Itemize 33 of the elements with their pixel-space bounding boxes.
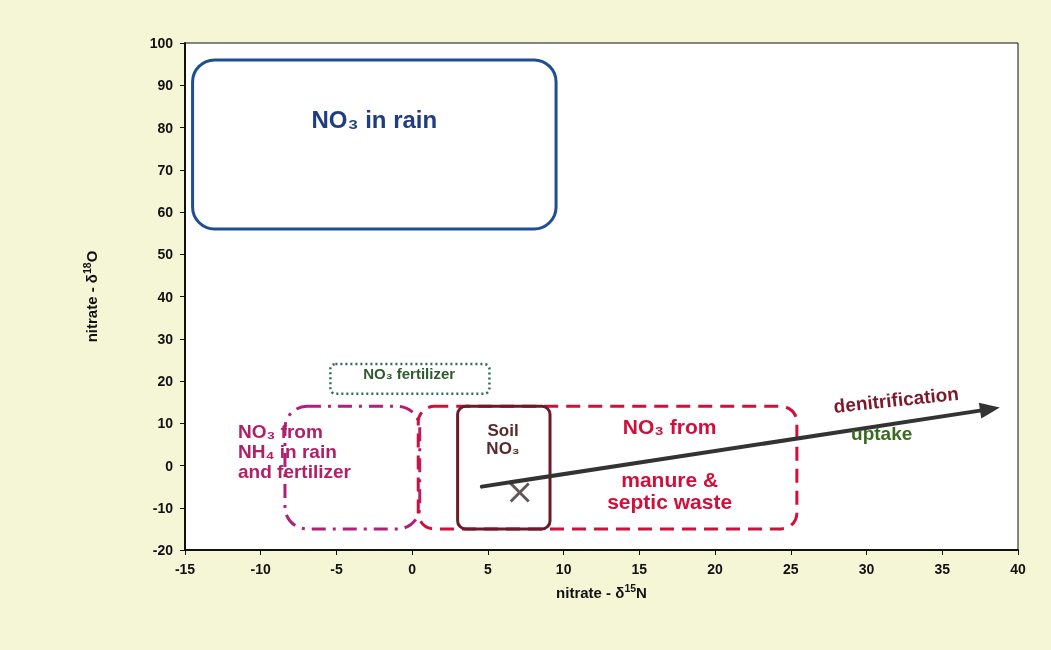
y-tick-label: 80 — [157, 119, 174, 136]
y-tick-label: 30 — [157, 330, 174, 347]
x-tick-label: 30 — [858, 561, 875, 577]
y-tick-label: 60 — [157, 204, 174, 220]
y-tick-label: 90 — [157, 77, 174, 94]
x-tick-label: 25 — [783, 561, 799, 577]
annotation: manure & septic waste — [607, 467, 733, 513]
annotation: uptake — [851, 423, 913, 445]
x-tick-label: 40 — [1010, 561, 1026, 577]
x-tick-label: 0 — [408, 561, 417, 577]
y-tick-label: 0 — [165, 457, 174, 474]
x-tick-label: -10 — [250, 561, 272, 577]
annotation: denitrification — [832, 382, 960, 417]
y-tick-label: 10 — [157, 415, 174, 432]
y-tick-label: -20 — [152, 542, 174, 558]
annotation: NO₃ fertilizer — [363, 364, 456, 382]
annotation: NO₃ in rain — [311, 105, 438, 133]
y-tick-label: 100 — [149, 35, 174, 51]
annotation: NO₃ from — [622, 414, 717, 438]
x-tick-label: 10 — [555, 561, 572, 577]
y-tick-label: -10 — [152, 499, 174, 516]
y-tick-label: 70 — [157, 161, 174, 178]
y-tick-label: 20 — [157, 373, 174, 389]
y-tick-label: 40 — [157, 288, 174, 305]
x-tick-label: 5 — [484, 561, 493, 577]
x-axis-title: nitrate - δ$^{15}$N — [556, 582, 647, 601]
annotation: Soil NO₃ — [486, 420, 520, 458]
x-tick-label: 35 — [934, 561, 951, 577]
x-tick-label: -5 — [330, 561, 343, 577]
y-tick-label: 50 — [157, 246, 174, 263]
x-tick-label: 20 — [707, 561, 724, 577]
x-tick-label: -15 — [174, 561, 196, 577]
x-tick-label: 15 — [631, 561, 648, 577]
